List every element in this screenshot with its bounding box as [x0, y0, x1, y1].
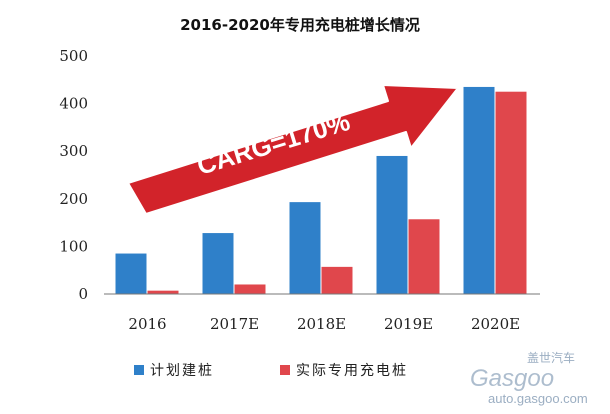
x-axis-ticks: 2016 2017E 2018E 2019E 2020E [128, 315, 520, 333]
watermark-url: auto.gasgoo.com [488, 391, 588, 406]
y-tick-label: 500 [59, 47, 88, 65]
bar-actual [321, 266, 353, 294]
y-axis-ticks: 0 100 200 300 400 500 [59, 47, 88, 303]
growth-arrow: CARG=170% [127, 84, 459, 215]
bars [115, 86, 527, 294]
bar-planned [463, 86, 495, 294]
chart-title: 2016-2020年专用充电桩增长情况 [180, 16, 420, 34]
legend-label-actual: 实际专用充电桩 [296, 362, 408, 379]
bar-actual [495, 91, 527, 294]
bar-planned [115, 253, 147, 294]
y-tick-label: 200 [59, 190, 88, 208]
bar-actual [234, 284, 266, 294]
legend-swatch-actual [280, 365, 290, 375]
legend-label-planned: 计划建桩 [150, 362, 214, 379]
bar-planned [202, 233, 234, 294]
x-tick-label: 2016 [128, 315, 166, 333]
bar-planned [376, 155, 408, 294]
x-tick-label: 2018E [297, 315, 346, 333]
y-tick-label: 100 [59, 237, 88, 255]
x-tick-label: 2020E [471, 315, 520, 333]
legend-swatch-planned [134, 365, 144, 375]
watermark-logo: Gasgoo [470, 365, 554, 392]
y-tick-label: 0 [78, 285, 88, 303]
y-tick-label: 300 [59, 142, 88, 160]
bar-actual [408, 219, 440, 294]
x-tick-label: 2017E [210, 315, 259, 333]
watermark-cn: 盖世汽车 [527, 350, 575, 365]
watermark: 盖世汽车 Gasgoo auto.gasgoo.com [470, 350, 588, 406]
bar-planned [289, 202, 321, 294]
bar-actual [147, 290, 179, 294]
x-tick-label: 2019E [384, 315, 433, 333]
growth-arrow-shape [127, 84, 459, 215]
y-tick-label: 400 [59, 95, 88, 113]
legend: 计划建桩 实际专用充电桩 [134, 362, 408, 379]
